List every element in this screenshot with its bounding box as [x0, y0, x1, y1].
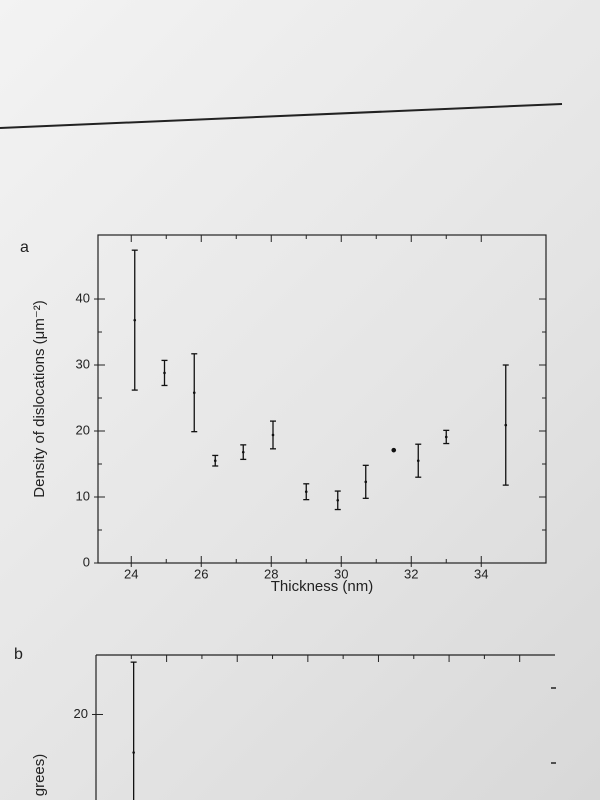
x-tick-label: 26 — [194, 566, 208, 581]
data-point — [444, 435, 448, 439]
x-axis-label: Thickness (nm) — [271, 578, 374, 595]
plot-frame — [97, 234, 547, 564]
data-point — [132, 751, 135, 754]
data-point — [336, 499, 340, 502]
y-tick-label: 20 — [76, 422, 90, 437]
data-point — [213, 459, 217, 463]
data-point — [391, 447, 397, 453]
y-tick-label: 40 — [76, 290, 90, 305]
y-axis-label: grees) — [31, 754, 48, 797]
x-tick-label: 30 — [334, 566, 348, 581]
y-tick-label: 0 — [83, 554, 90, 569]
x-tick-label: 34 — [474, 566, 488, 581]
page-rule — [0, 103, 563, 129]
data-point — [133, 318, 137, 322]
data-point — [163, 371, 166, 375]
data-point — [192, 391, 196, 395]
data-point — [241, 450, 245, 454]
y-axis-label: Density of dislocations (μm⁻²) — [31, 300, 48, 497]
panel-label: a — [20, 239, 29, 256]
y-tick-label: 30 — [76, 356, 90, 371]
data-point — [416, 459, 420, 463]
data-point — [364, 480, 368, 484]
data-point — [271, 433, 275, 437]
y-tick-label: 10 — [76, 488, 90, 503]
data-point — [304, 490, 308, 494]
data-point — [504, 423, 508, 427]
x-tick-label: 32 — [404, 566, 418, 581]
x-tick-label: 28 — [264, 566, 278, 581]
y-tick-label: 20 — [74, 706, 88, 721]
panel-label: b — [14, 646, 23, 663]
x-tick-label: 24 — [124, 566, 138, 581]
